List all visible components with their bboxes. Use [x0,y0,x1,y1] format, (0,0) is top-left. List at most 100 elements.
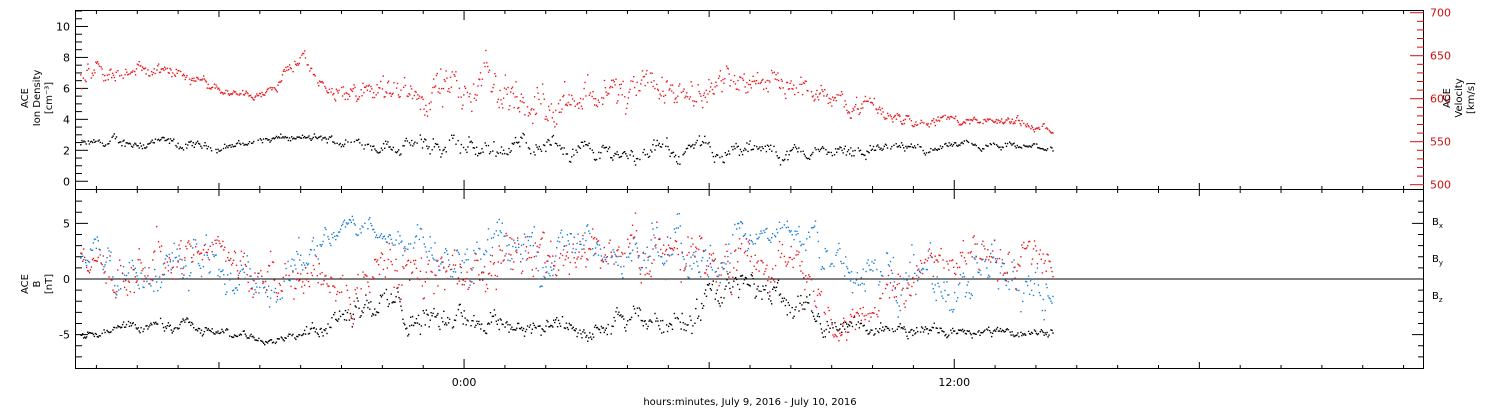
data-point [316,245,318,247]
data-point [447,322,450,324]
data-point [189,141,191,143]
data-point [207,145,210,148]
data-point [351,326,353,328]
data-point [999,121,1001,124]
data-point [789,311,791,314]
data-point [883,145,885,148]
data-point [440,263,442,265]
data-point [868,264,870,267]
data-point [799,240,801,243]
data-point [107,247,109,249]
data-point [547,260,549,262]
data-point [764,270,766,273]
data-point [1011,144,1013,146]
data-point [510,87,513,90]
data-point [816,89,818,92]
data-point [788,256,790,259]
data-point [608,93,610,95]
data-point [139,332,141,334]
data-point [585,95,587,97]
data-point [151,324,153,326]
data-point [490,321,493,323]
data-point [957,278,960,280]
data-point [906,287,908,289]
data-point [528,256,531,259]
data-point [425,271,427,273]
data-point [938,285,940,288]
data-point [247,281,249,283]
data-point [197,327,200,330]
data-point [1035,250,1038,252]
data-point [304,266,307,269]
data-point [262,280,264,283]
data-point [839,146,841,148]
data-point [199,143,201,145]
data-point [575,328,577,330]
data-point [492,263,495,265]
data-point [245,143,247,146]
data-point [531,269,533,271]
data-point [397,231,399,233]
data-point [745,238,748,240]
data-point [537,92,539,94]
data-point [450,268,453,270]
data-point [106,257,108,259]
data-point [886,117,888,120]
data-point [762,147,764,150]
data-point [413,242,416,244]
data-point [879,281,881,283]
data-point [488,272,491,274]
data-point [136,280,138,282]
data-point [523,134,525,136]
data-point [183,74,185,77]
data-point [928,126,930,128]
data-point [559,99,561,101]
data-point [870,316,872,318]
data-point [541,285,543,287]
data-point [916,327,918,329]
data-point [601,260,604,262]
data-point [1047,128,1049,130]
data-point [749,83,752,86]
data-point [800,150,802,153]
data-point [845,256,847,258]
data-point [232,92,234,94]
data-point [915,278,917,280]
data-point [345,139,347,141]
data-point [721,302,723,304]
data-point [445,322,447,324]
data-point [588,248,590,250]
data-point [487,144,490,147]
data-point [963,121,966,123]
data-point [325,274,327,277]
data-point [489,261,492,263]
data-point [128,325,131,327]
data-point [728,243,730,245]
data-point [156,139,159,141]
data-point [725,263,727,265]
data-point [532,244,534,247]
data-point [186,317,188,319]
data-point [252,279,254,281]
data-point [974,143,976,146]
data-point [502,97,505,99]
data-point [1031,126,1034,129]
data-point [568,94,570,96]
data-point [671,90,673,92]
data-point [553,268,555,270]
data-point [171,252,173,254]
data-point [856,311,859,314]
data-point [815,93,817,95]
data-point [637,315,640,317]
data-point [776,155,778,157]
data-point [665,81,668,83]
data-point [933,322,935,324]
data-point [824,89,826,91]
data-point [757,148,759,150]
data-point [943,331,945,333]
data-point [156,69,158,71]
data-point [821,89,823,91]
data-point [328,285,330,288]
data-point [1031,125,1033,127]
legend-by-main: B [1432,254,1439,265]
